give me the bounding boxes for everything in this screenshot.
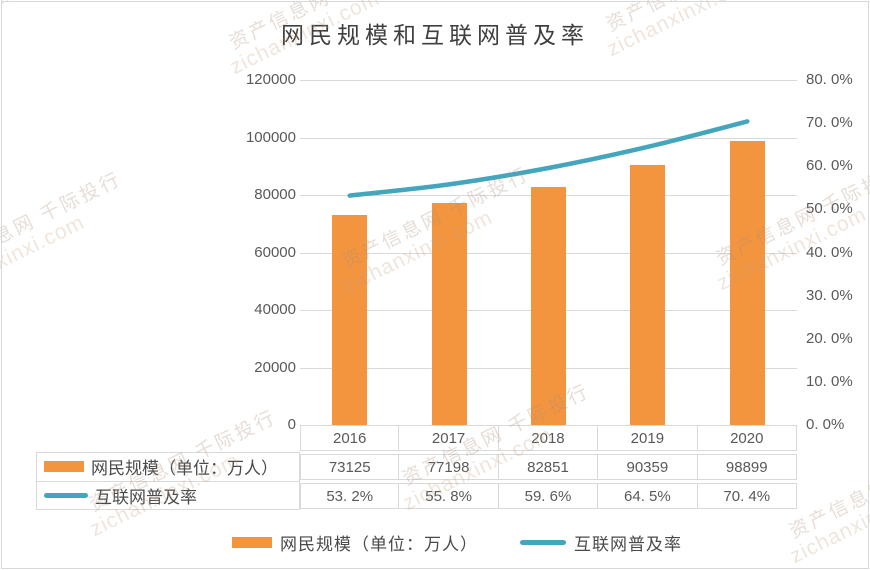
table-penetration-cell: 64. 5%: [598, 483, 698, 509]
table-series-label-penetration-text: 互联网普及率: [95, 487, 197, 507]
y-axis-left-tick: 60000: [254, 243, 296, 261]
watermark-text-cn: 资产信息网 千际投行: [0, 168, 126, 278]
bar-2018: [531, 186, 566, 425]
table-users-cell: 82851: [498, 454, 599, 480]
y-axis-right-tick: 80. 0%: [806, 71, 853, 88]
y-axis-left-tick: 100000: [245, 128, 296, 146]
table-series-label-users-text: 网民规模（单位：万人）: [91, 459, 278, 479]
table-penetration-cell: 53. 2%: [300, 483, 400, 509]
legend-item-users-label: 网民规模（单位：万人）: [280, 535, 478, 554]
table-series-label-column: 网民规模（单位：万人） 互联网普及率: [36, 452, 300, 510]
table-penetration-cell: 55. 8%: [399, 483, 499, 509]
plot-area: [300, 80, 797, 425]
legend-item-penetration-label: 互联网普及率: [574, 535, 682, 554]
bar-2017: [431, 203, 467, 425]
y-axis-left-tick: 20000: [254, 358, 296, 376]
table-year-header-row: 2016 2017 2018 2019 2020: [300, 425, 797, 451]
legend-item-penetration: 互联网普及率: [520, 530, 682, 555]
table-users-cell: 90359: [598, 454, 698, 480]
table-users-cell: 77198: [399, 454, 499, 480]
table-users-cell: 98899: [697, 454, 797, 480]
y-axis-left-tick: 40000: [254, 301, 296, 318]
y-axis-right-tick: 50. 0%: [806, 200, 853, 218]
y-axis-right-tick: 10. 0%: [806, 372, 853, 390]
table-penetration-cell: 59. 6%: [498, 483, 599, 509]
bar-2016: [332, 214, 368, 425]
chart-title: 网民规模和互联网普及率: [281, 23, 589, 48]
bar-series-swatch-icon: [44, 461, 84, 473]
gridline: [300, 80, 797, 81]
table-users-row: 73125 77198 82851 90359 98899: [300, 454, 797, 480]
y-axis-right-tick: 60. 0%: [806, 157, 853, 175]
table-year-cell: 2020: [697, 425, 797, 451]
table-series-label-penetration: 互联网普及率: [37, 480, 299, 510]
y-axis-right-tick: 0. 0%: [806, 416, 845, 433]
y-axis-right-tick: 30. 0%: [806, 286, 853, 304]
y-axis-left-tick: 120000: [245, 71, 296, 88]
gridline: [300, 137, 797, 139]
y-axis-left-tick: 80000: [254, 186, 296, 203]
table-series-label-users: 网民规模（单位：万人）: [37, 453, 299, 481]
y-axis-left-tick: 0: [287, 416, 296, 433]
table-year-cell: 2019: [598, 425, 698, 451]
table-year-cell: 2016: [300, 425, 400, 451]
y-axis-right-tick: 20. 0%: [806, 329, 853, 347]
bar-series-swatch-icon: [232, 537, 272, 548]
table-year-cell: 2017: [399, 425, 499, 451]
bar-2019: [630, 165, 666, 425]
table-users-cell: 73125: [300, 454, 400, 480]
legend-item-users: 网民规模（单位：万人）: [232, 530, 478, 555]
watermark-text-en: zichanxinxi.com: [0, 210, 89, 303]
table-penetration-cell: 70. 4%: [697, 483, 797, 509]
y-axis-right-tick: 70. 0%: [806, 114, 853, 132]
line-series-swatch-icon: [520, 540, 566, 545]
penetration-line: [347, 119, 750, 198]
table-year-cell: 2018: [498, 425, 599, 451]
y-axis-right-tick: 40. 0%: [806, 243, 853, 261]
bar-2020: [729, 140, 765, 425]
table-penetration-row: 53. 2% 55. 8% 59. 6% 64. 5% 70. 4%: [300, 483, 797, 509]
line-series-swatch-icon: [44, 492, 88, 498]
chart-legend: 网民规模（单位：万人） 互联网普及率: [0, 530, 870, 555]
